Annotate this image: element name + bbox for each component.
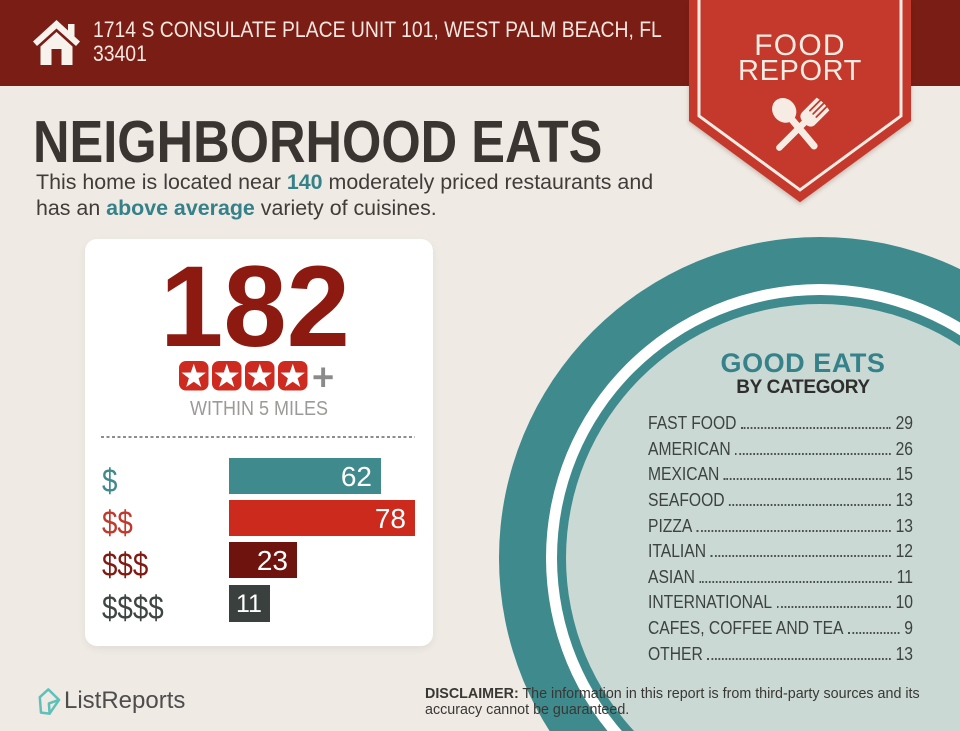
- svg-text:FOOD: FOOD: [754, 29, 845, 62]
- svg-text:REPORT: REPORT: [738, 55, 862, 87]
